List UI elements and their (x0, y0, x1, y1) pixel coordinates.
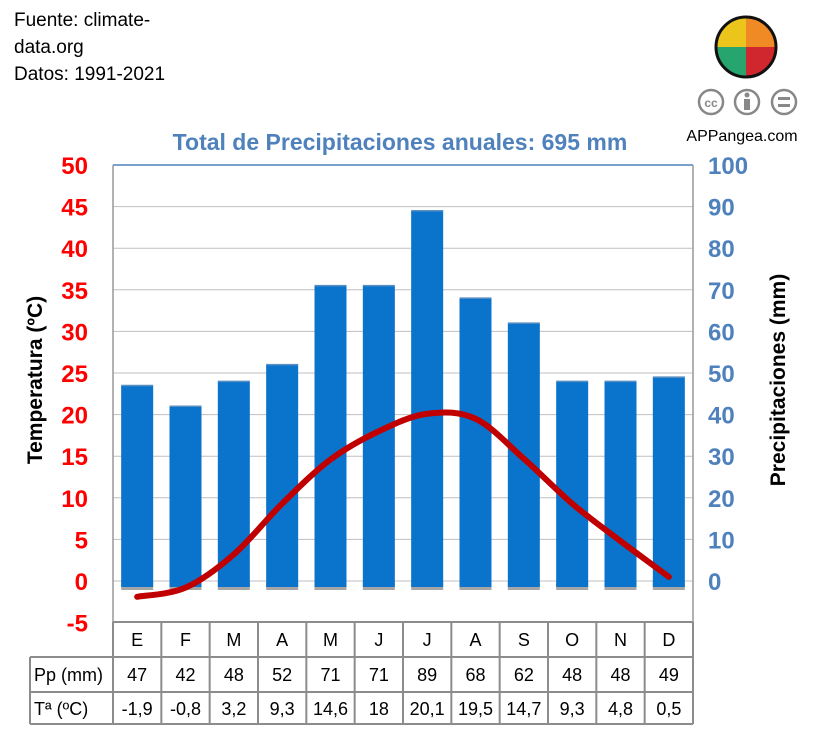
month-label: F (180, 630, 191, 650)
month-label: E (131, 630, 143, 650)
precip-bar (459, 298, 492, 587)
y-axis-right-label: Precipitaciones (mm) (767, 274, 790, 486)
pp-value: 89 (417, 665, 437, 685)
precip-bar (266, 364, 299, 587)
ta-value: 9,3 (270, 699, 295, 719)
precip-bar (169, 406, 202, 587)
month-label: N (614, 630, 627, 650)
pp-value: 48 (610, 665, 630, 685)
month-label: M (226, 630, 241, 650)
y-right-tick-label: 100 (708, 153, 748, 180)
pp-value: 71 (369, 665, 389, 685)
precip-bar (604, 381, 637, 587)
pp-value: 48 (224, 665, 244, 685)
source-line-3: Datos: 1991-2021 (14, 64, 165, 85)
chart-title: Total de Precipitaciones anuales: 695 mm (173, 129, 628, 155)
ta-value: 14,6 (313, 699, 348, 719)
month-label: O (565, 630, 579, 650)
temperature-line (134, 409, 672, 600)
pp-value: 49 (659, 665, 679, 685)
pp-value: 52 (272, 665, 292, 685)
month-label: A (469, 630, 481, 650)
y-right-tick-label: 40 (708, 403, 735, 430)
site-label: APPangea.com (686, 128, 797, 145)
y-left-tick-label: 50 (61, 153, 88, 180)
svg-text:cc: cc (704, 96, 718, 110)
y-left-tick-label: 45 (61, 195, 88, 222)
ta-value: -0,8 (170, 699, 201, 719)
y-left-tick-label: 15 (61, 444, 88, 471)
month-label: J (374, 630, 383, 650)
precip-bar (314, 285, 347, 587)
month-label: A (276, 630, 288, 650)
ta-value: 0,5 (656, 699, 681, 719)
ta-value: 18 (369, 699, 389, 719)
pp-value: 48 (562, 665, 582, 685)
y-left-tick-label: 30 (61, 319, 88, 346)
y-left-tick-label: 5 (75, 527, 88, 554)
y-axis-left-label: Temperatura (ºC) (24, 296, 47, 464)
pp-value: 71 (320, 665, 340, 685)
source-line-2: data.org (14, 37, 84, 58)
row-label-ta: Tª (ºC) (34, 699, 88, 719)
y-right-tick-label: 0 (708, 569, 721, 596)
cc-icon: cc (697, 88, 725, 116)
ta-value: 14,7 (506, 699, 541, 719)
pp-value: 68 (465, 665, 485, 685)
pp-value: 42 (175, 665, 195, 685)
month-label: M (323, 630, 338, 650)
y-left-tick-label: 25 (61, 361, 88, 388)
ta-value: -1,9 (122, 699, 153, 719)
source-line-1: Fuente: climate- (14, 10, 150, 31)
y-right-tick-label: 10 (708, 527, 735, 554)
y-left-tick-label: 20 (61, 403, 88, 430)
y-right-tick-label: 80 (708, 236, 735, 263)
y-right-tick-label: 50 (708, 361, 735, 388)
by-icon (733, 88, 761, 116)
y-left-tick-label: 35 (61, 278, 88, 305)
pp-value: 47 (127, 665, 147, 685)
ta-value: 9,3 (560, 699, 585, 719)
ta-value: 3,2 (221, 699, 246, 719)
ta-value: 4,8 (608, 699, 633, 719)
pp-value: 62 (514, 665, 534, 685)
nd-icon (770, 88, 798, 116)
y-right-tick-label: 90 (708, 195, 735, 222)
ta-value: 19,5 (458, 699, 493, 719)
month-label: D (662, 630, 675, 650)
y-right-tick-label: 70 (708, 278, 735, 305)
y-right-tick-label: 20 (708, 486, 735, 513)
appangea-logo (714, 15, 778, 79)
ta-value: 20,1 (410, 699, 445, 719)
precip-bar (556, 381, 589, 587)
y-right-tick-label: 60 (708, 319, 735, 346)
precip-bar (121, 385, 154, 587)
month-label: J (423, 630, 432, 650)
y-left-tick-label: 0 (75, 569, 88, 596)
precip-bar (411, 210, 444, 587)
y-right-tick-label: 30 (708, 444, 735, 471)
row-label-pp: Pp (mm) (34, 665, 103, 685)
precip-bar (652, 377, 685, 587)
y-left-tick-label: 10 (61, 486, 88, 513)
month-label: S (518, 630, 530, 650)
y-left-tick-label: -5 (67, 611, 88, 638)
y-left-tick-label: 40 (61, 236, 88, 263)
